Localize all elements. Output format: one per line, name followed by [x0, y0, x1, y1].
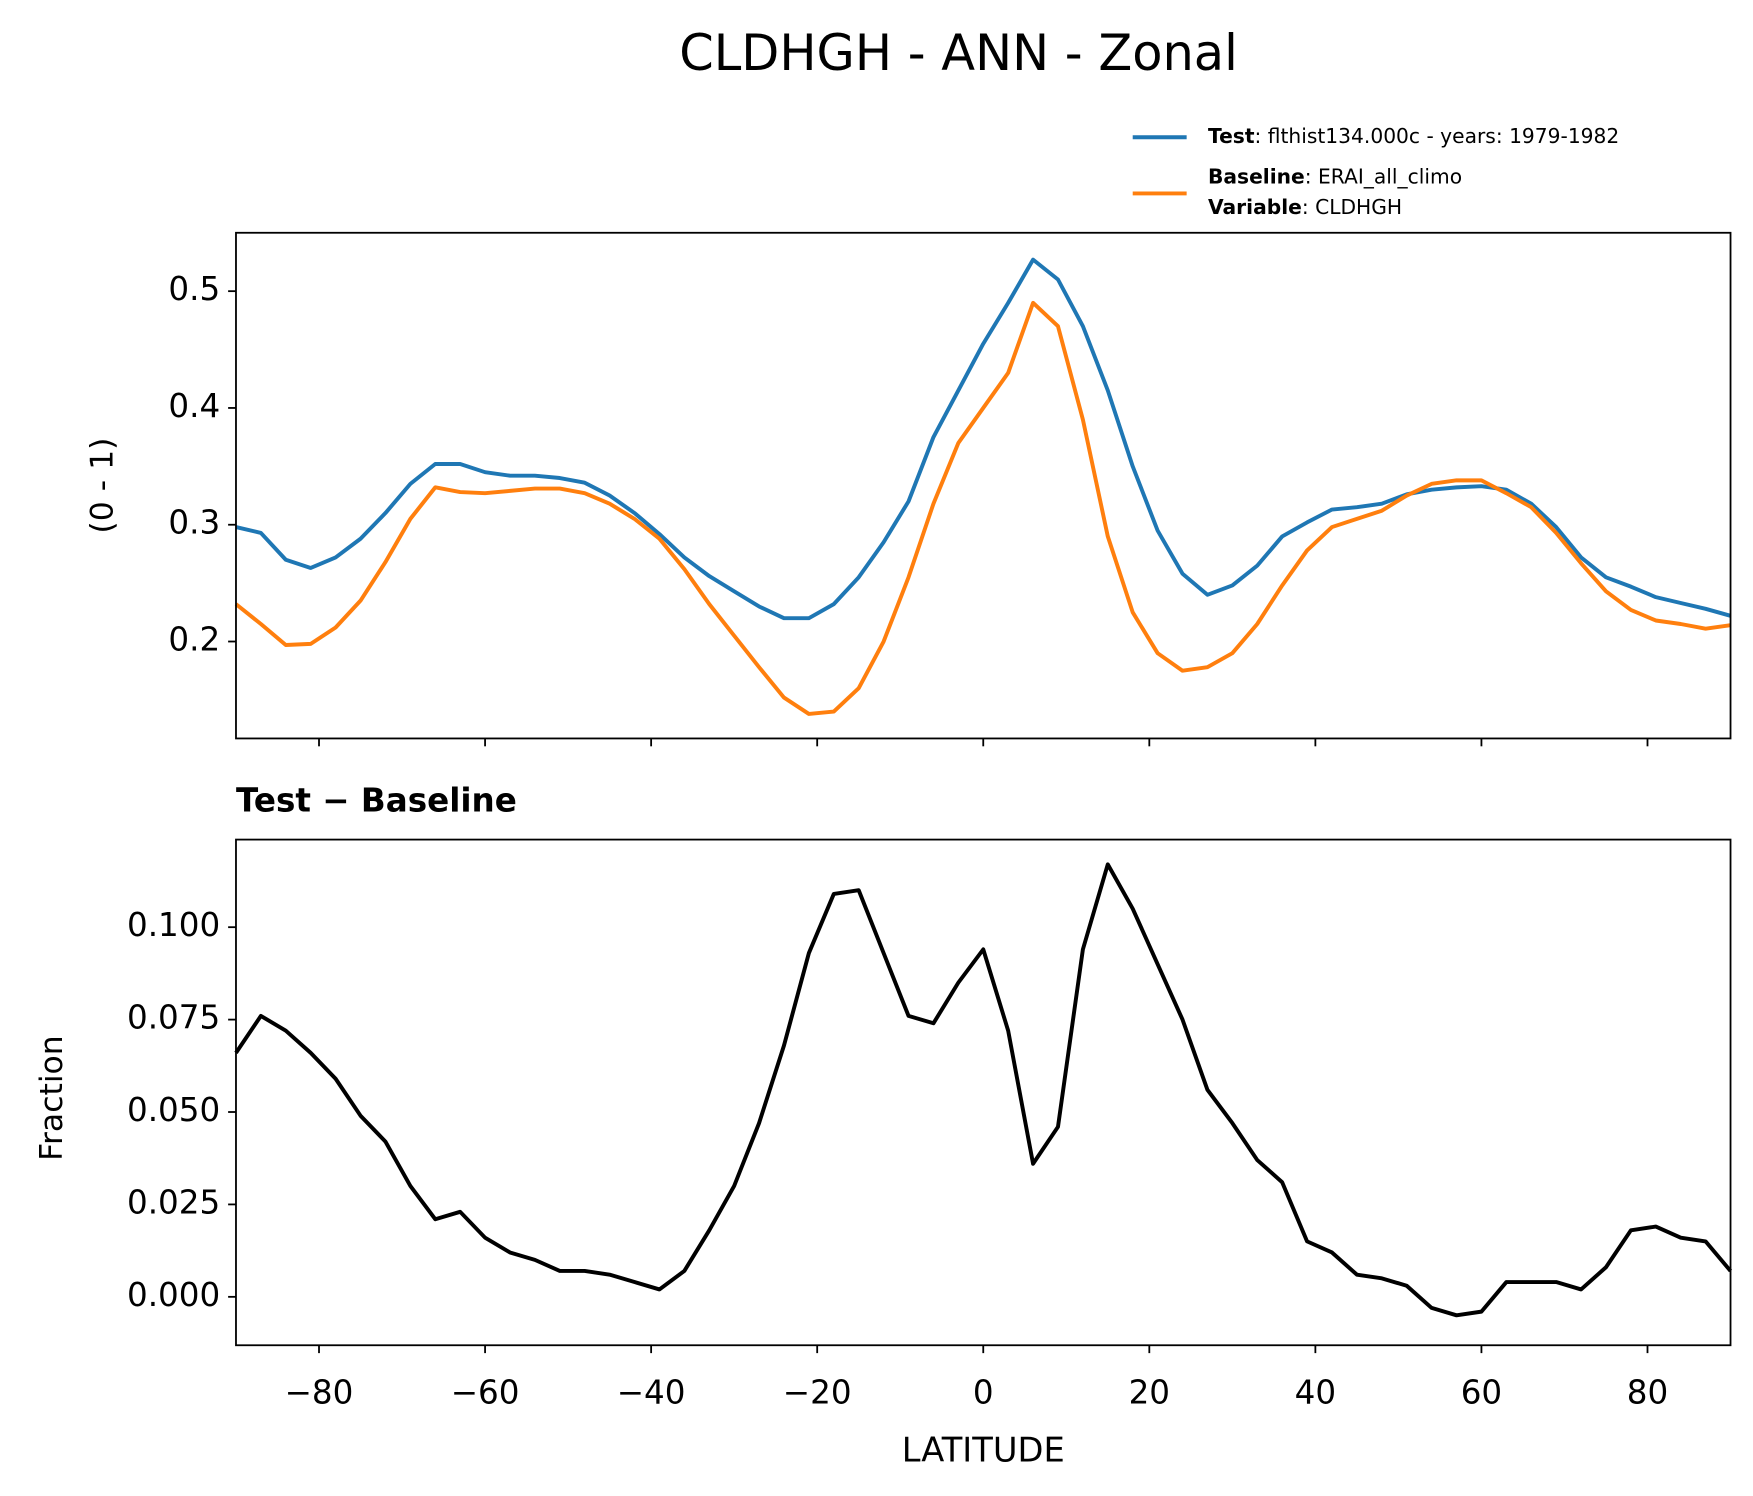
- x-tick-label: 60: [1461, 1374, 1502, 1412]
- y-tick-label: 0.3: [168, 504, 220, 542]
- y-tick-label: 0.100: [127, 906, 220, 944]
- legend-name: Test: [1208, 124, 1255, 148]
- y-tick-label: 0.000: [127, 1276, 220, 1314]
- x-axis-label: LATITUDE: [902, 1431, 1065, 1470]
- y-tick-label: 0.075: [127, 999, 220, 1037]
- y-tick-label: 0.050: [127, 1091, 220, 1129]
- legend-detail: : CLDHGH: [1302, 195, 1402, 219]
- legend-detail: : flthist134.000c - years: 1979-1982: [1255, 124, 1620, 148]
- data-line: [234, 300, 1731, 716]
- y-tick-label: 0.2: [168, 621, 220, 659]
- y-tick-label: 0.4: [168, 387, 220, 425]
- legend-name: Variable: [1208, 195, 1302, 219]
- figure-title: CLDHGH - ANN - Zonal: [679, 24, 1238, 82]
- x-tick-label: −60: [451, 1374, 520, 1412]
- x-tick-label: 20: [1129, 1374, 1170, 1412]
- legend-entry: Test: flthist134.000c - years: 1979-1982: [1208, 124, 1619, 148]
- legend-detail: : ERAI_all_climo: [1305, 164, 1462, 188]
- y-axis-label: (0 - 1): [84, 438, 120, 534]
- x-tick-label: 0: [973, 1374, 994, 1412]
- x-tick-label: −20: [783, 1374, 852, 1412]
- data-line: [235, 257, 1732, 621]
- y-tick-label: 0.5: [168, 270, 220, 308]
- x-tick-label: −40: [617, 1374, 686, 1412]
- legend-name: Baseline: [1208, 164, 1305, 188]
- legend: Test: flthist134.000c - years: 1979-1982…: [1132, 124, 1619, 219]
- legend-entry: Baseline: ERAI_all_climo: [1208, 164, 1462, 188]
- legend-note: Variable: CLDHGH: [1208, 195, 1402, 219]
- y-axis-label: Fraction: [34, 1035, 70, 1161]
- y-tick-label: 0.025: [127, 1183, 220, 1221]
- data-line: [234, 862, 1733, 1318]
- x-tick-label: −80: [285, 1374, 354, 1412]
- panel-title: Test − Baseline: [236, 782, 517, 820]
- x-tick-label: 80: [1627, 1374, 1668, 1412]
- x-tick-label: 40: [1295, 1374, 1336, 1412]
